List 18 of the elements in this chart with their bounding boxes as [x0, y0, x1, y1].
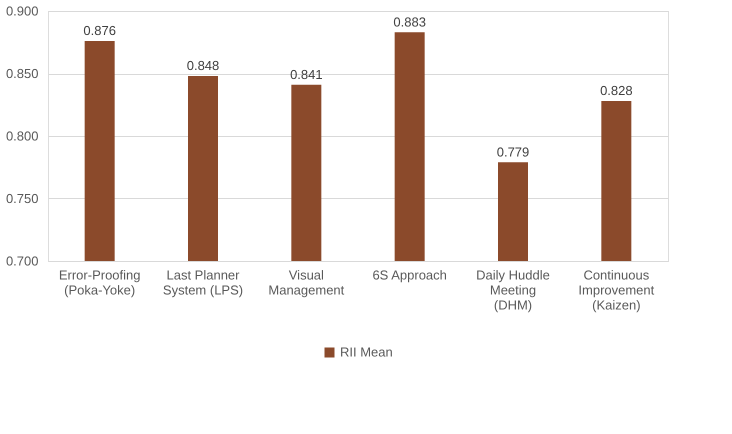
text: 0.841	[290, 66, 323, 82]
x-tick-label: Last Planner System (LPS)	[162, 268, 244, 298]
text: 0.779	[496, 144, 530, 160]
y-tick-label: 0.850	[6, 66, 38, 81]
x-tick-label: Visual Management	[268, 268, 345, 298]
x-tick-label: Daily Huddle Meeting (DHM)	[476, 268, 550, 312]
text: 0.876	[83, 23, 116, 38]
y-tick-label: 0.700	[6, 254, 38, 268]
text: 0.828	[600, 83, 633, 98]
y-tick-label: 0.800	[6, 128, 38, 144]
x-tick-label: 6S Approach	[372, 268, 447, 282]
x-tick-label: Error-Proofing (Poka-Yoke)	[58, 268, 140, 298]
text: 0.848	[186, 58, 220, 73]
y-tick-label: 0.900	[6, 4, 38, 18]
x-tick-label: Continuous Improvement (Kaizen)	[578, 268, 655, 312]
y-tick-label: 0.750	[6, 191, 38, 206]
text: 0.883	[393, 14, 426, 30]
legend-label: RII Mean	[340, 344, 393, 360]
